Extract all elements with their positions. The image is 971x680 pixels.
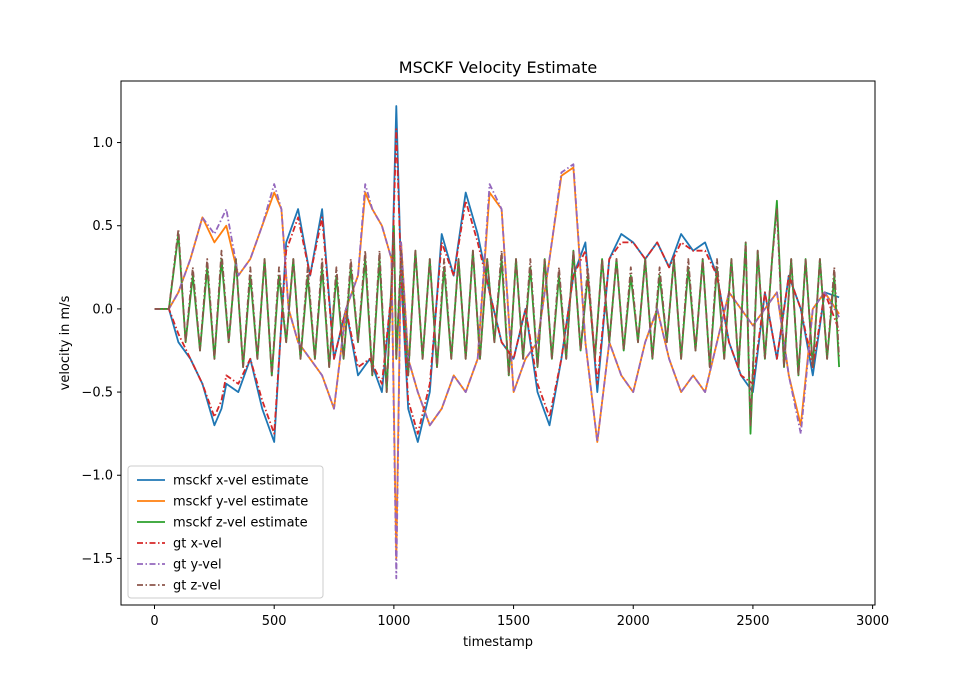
x-tick-label: 2500 <box>736 614 769 629</box>
x-axis-ticks: 0 500 1000 1500 2000 2500 3000 <box>150 605 889 629</box>
series-line-msckf-z-vel-estimate <box>154 199 840 435</box>
series-line-msckf-x-vel-estimate <box>154 105 840 443</box>
x-tick-label: 0 <box>150 614 158 629</box>
x-tick-label: 500 <box>262 614 287 629</box>
x-tick-label: 2000 <box>617 614 650 629</box>
legend-label-gt-x-vel: gt x-vel <box>173 537 222 552</box>
y-axis-label: velocity in m/s <box>58 295 73 390</box>
y-tick-label: 1.0 <box>92 136 113 151</box>
legend: msckf x-vel estimate msckf y-vel estimate… <box>127 465 324 599</box>
y-axis-ticks: −1.5 −1.0 −0.5 0.0 0.5 1.0 <box>81 136 121 567</box>
legend-label-gt-z-vel: gt z-vel <box>173 579 221 594</box>
legend-label-gt-y-vel: gt y-vel <box>173 558 222 573</box>
chart-title: MSCKF Velocity Estimate <box>399 58 597 77</box>
y-tick-label: 0.0 <box>92 302 113 317</box>
legend-label-msckf-y-vel-estimate: msckf y-vel estimate <box>173 495 308 510</box>
legend-box <box>127 465 324 599</box>
series-line-gt-x-vel <box>154 128 840 435</box>
axes-frame <box>120 80 876 606</box>
x-tick-label: 1500 <box>497 614 530 629</box>
y-tick-label: −0.5 <box>81 386 113 401</box>
series-line-gt-z-vel <box>154 208 840 427</box>
legend-label-msckf-z-vel-estimate: msckf z-vel estimate <box>173 516 308 531</box>
legend-items: msckf x-vel estimate msckf y-vel estimate… <box>137 474 309 594</box>
x-tick-label: 3000 <box>856 614 889 629</box>
y-tick-label: −1.0 <box>81 469 113 484</box>
y-tick-label: −1.5 <box>81 552 113 567</box>
series-layer <box>154 105 840 580</box>
y-tick-label: 0.5 <box>92 219 113 234</box>
series-line-msckf-y-vel-estimate <box>154 166 840 560</box>
x-axis-label: timestamp <box>463 635 533 650</box>
x-tick-label: 1000 <box>377 614 410 629</box>
legend-label-msckf-x-vel-estimate: msckf x-vel estimate <box>173 474 309 489</box>
